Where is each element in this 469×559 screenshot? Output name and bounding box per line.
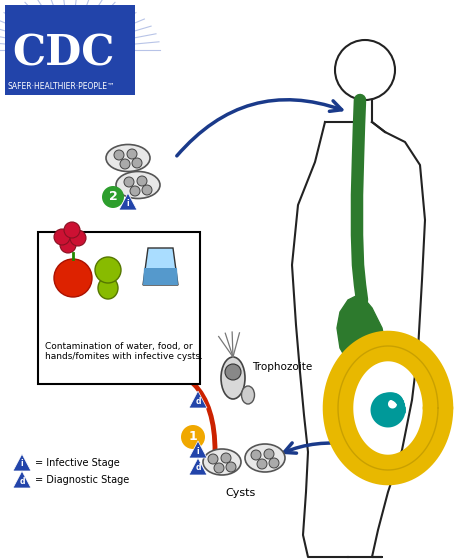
Polygon shape (189, 391, 207, 408)
Polygon shape (189, 441, 207, 458)
Circle shape (132, 158, 142, 168)
FancyBboxPatch shape (5, 5, 135, 95)
Circle shape (114, 150, 124, 160)
Text: Contamination of water, food, or
hands/fomites with infective cysts.: Contamination of water, food, or hands/f… (45, 342, 203, 362)
Circle shape (214, 463, 224, 473)
Circle shape (137, 176, 147, 186)
Circle shape (269, 458, 279, 468)
Circle shape (70, 230, 86, 246)
Polygon shape (143, 248, 178, 285)
Text: d: d (19, 476, 25, 486)
Ellipse shape (106, 144, 150, 172)
Text: i: i (197, 447, 199, 456)
Circle shape (142, 185, 152, 195)
Circle shape (264, 449, 274, 459)
Circle shape (54, 259, 92, 297)
Circle shape (124, 177, 134, 187)
Text: d: d (195, 396, 201, 405)
Circle shape (120, 159, 130, 169)
Polygon shape (13, 454, 31, 471)
Text: 1: 1 (189, 430, 197, 443)
Text: SAFER·HEALTHIER·PEOPLE™: SAFER·HEALTHIER·PEOPLE™ (8, 82, 116, 91)
Text: 2: 2 (109, 191, 117, 203)
Circle shape (251, 450, 261, 460)
Ellipse shape (242, 386, 255, 404)
Ellipse shape (116, 172, 160, 198)
Text: = Infective Stage: = Infective Stage (35, 458, 120, 468)
Text: i: i (21, 459, 23, 468)
Circle shape (64, 222, 80, 238)
Ellipse shape (245, 444, 285, 472)
Ellipse shape (221, 357, 245, 399)
Circle shape (60, 237, 76, 253)
Text: i: i (127, 198, 129, 207)
Polygon shape (119, 193, 137, 210)
Circle shape (208, 454, 218, 464)
Circle shape (54, 229, 70, 245)
Ellipse shape (203, 449, 241, 475)
Text: = Diagnostic Stage: = Diagnostic Stage (35, 475, 129, 485)
Text: d: d (195, 463, 201, 472)
Circle shape (226, 462, 236, 472)
Circle shape (181, 425, 205, 449)
Polygon shape (13, 471, 31, 488)
Ellipse shape (98, 277, 118, 299)
Polygon shape (337, 295, 386, 368)
Circle shape (221, 453, 231, 463)
Circle shape (225, 364, 241, 380)
Text: CDC: CDC (12, 32, 114, 74)
Circle shape (102, 186, 124, 208)
Circle shape (130, 186, 140, 196)
Circle shape (127, 149, 137, 159)
Circle shape (257, 459, 267, 469)
Polygon shape (189, 458, 207, 475)
Polygon shape (143, 268, 178, 285)
FancyBboxPatch shape (38, 232, 200, 384)
Circle shape (95, 257, 121, 283)
Text: Trophozoite: Trophozoite (252, 362, 312, 372)
Text: Cysts: Cysts (225, 488, 255, 498)
